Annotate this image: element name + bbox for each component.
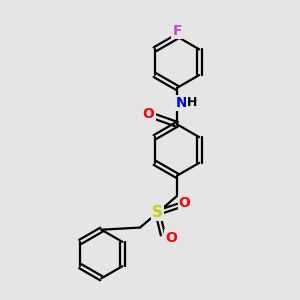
Text: O: O [143,106,154,121]
Text: O: O [178,196,190,210]
Text: N: N [175,96,187,110]
Text: O: O [165,230,177,244]
Text: F: F [172,24,182,38]
Text: S: S [152,205,163,220]
Text: H: H [187,96,197,109]
